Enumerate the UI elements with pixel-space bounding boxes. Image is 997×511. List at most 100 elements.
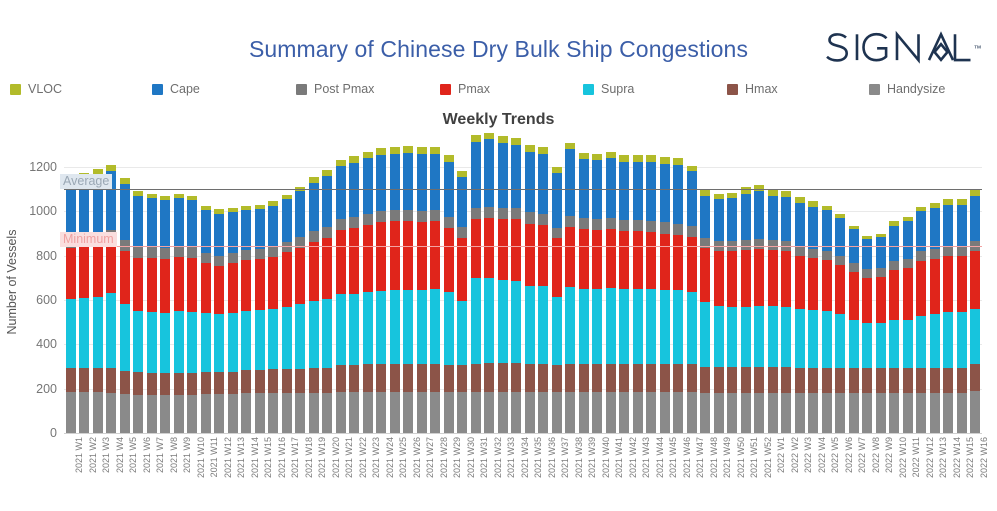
bar-stack[interactable] (862, 235, 873, 433)
bar-stack[interactable] (538, 147, 549, 433)
bar-stack[interactable] (970, 189, 981, 433)
bar-stack[interactable] (943, 199, 954, 433)
bar-stack[interactable] (416, 147, 427, 433)
bar-segment-cape (416, 153, 427, 212)
bar-stack[interactable] (767, 190, 778, 433)
bar-stack[interactable] (241, 205, 252, 433)
bar-stack[interactable] (929, 202, 940, 433)
bar-stack[interactable] (160, 195, 171, 433)
bar-stack[interactable] (268, 201, 279, 433)
bar-segment-handysize (578, 392, 589, 433)
bar-segment-supra (605, 287, 616, 365)
bar-stack[interactable] (146, 193, 157, 433)
bar-stack[interactable] (497, 136, 508, 433)
bar-stack[interactable] (335, 160, 346, 433)
bar-stack[interactable] (902, 216, 913, 433)
bar-stack[interactable] (794, 196, 805, 433)
bar-segment-handysize (457, 392, 468, 433)
bar-stack[interactable] (713, 193, 724, 433)
bar-segment-hmax (889, 367, 900, 394)
bar-stack[interactable] (92, 169, 103, 433)
bar-stack[interactable] (457, 171, 468, 433)
bar-segment-handysize (754, 393, 765, 433)
bar-stack[interactable] (214, 209, 225, 433)
legend-item-vloc[interactable]: VLOC (10, 82, 62, 96)
bar-stack[interactable] (484, 132, 495, 433)
bar-stack[interactable] (551, 167, 562, 433)
bar-stack[interactable] (443, 154, 454, 433)
bar-segment-supra (254, 310, 265, 370)
bar-segment-pmax (835, 264, 846, 315)
bar-segment-hmax (362, 364, 373, 392)
bar-stack[interactable] (875, 233, 886, 433)
x-axis-tick-label: 2022 W15 (965, 437, 976, 479)
gridline (64, 255, 982, 257)
bar-stack[interactable] (200, 205, 211, 433)
bar-stack[interactable] (808, 201, 819, 433)
bar-stack[interactable] (632, 154, 643, 433)
bar-stack[interactable] (578, 152, 589, 433)
legend-item-hmax[interactable]: Hmax (727, 82, 778, 96)
bar-stack[interactable] (308, 177, 319, 433)
bar-stack[interactable] (686, 165, 697, 433)
bar-stack[interactable] (754, 184, 765, 433)
legend-swatch-post-pmax (296, 83, 307, 95)
bar-stack[interactable] (592, 153, 603, 433)
bar-stack[interactable] (916, 206, 927, 433)
bar-stack[interactable] (646, 154, 657, 433)
legend-item-pmax[interactable]: Pmax (440, 82, 490, 96)
legend-item-cape[interactable]: Cape (152, 82, 200, 96)
bar-stack[interactable] (362, 151, 373, 433)
bar-stack[interactable] (889, 221, 900, 433)
x-axis-tick-label: 2022 W14 (951, 437, 962, 479)
bar-segment-supra (700, 302, 711, 367)
bar-stack[interactable] (65, 175, 76, 433)
bar-stack[interactable] (700, 190, 711, 433)
bar-stack[interactable] (565, 142, 576, 433)
legend-item-post-pmax[interactable]: Post Pmax (296, 82, 374, 96)
bar-stack[interactable] (106, 164, 117, 433)
bar-segment-pmax (605, 229, 616, 288)
bar-stack[interactable] (389, 147, 400, 433)
bar-stack[interactable] (659, 157, 670, 433)
bar-stack[interactable] (403, 146, 414, 433)
bar-segment-supra (862, 323, 873, 368)
bar-stack[interactable] (430, 147, 441, 433)
legend-item-supra[interactable]: Supra (583, 82, 634, 96)
bar-stack[interactable] (254, 204, 265, 433)
x-axis-tick-label: 2022 W12 (924, 437, 935, 479)
x-axis-tick-label: 2021 W21 (344, 437, 355, 479)
bar-segment-post-pmax (403, 210, 414, 222)
bar-stack[interactable] (173, 193, 184, 433)
bar-stack[interactable] (740, 187, 751, 433)
bar-stack[interactable] (281, 194, 292, 433)
bar-segment-hmax (794, 367, 805, 394)
bar-stack[interactable] (605, 151, 616, 433)
bar-stack[interactable] (727, 192, 738, 433)
bar-stack[interactable] (227, 208, 238, 433)
bar-stack[interactable] (781, 191, 792, 433)
bar-stack[interactable] (187, 195, 198, 433)
bar-segment-hmax (632, 364, 643, 392)
bar-stack[interactable] (322, 170, 333, 433)
bar-stack[interactable] (133, 191, 144, 433)
bar-segment-vloc (916, 206, 927, 212)
bar-stack[interactable] (821, 205, 832, 433)
legend-item-handysize[interactable]: Handysize (869, 82, 945, 96)
bar-stack[interactable] (956, 199, 967, 433)
bar-segment-vloc (632, 154, 643, 162)
bar-stack[interactable] (376, 148, 387, 433)
bar-stack[interactable] (295, 187, 306, 433)
bar-stack[interactable] (673, 158, 684, 433)
bar-stack[interactable] (511, 138, 522, 433)
bar-segment-pmax (295, 247, 306, 305)
bar-stack[interactable] (79, 172, 90, 433)
bar-stack[interactable] (524, 144, 535, 433)
bar-stack[interactable] (619, 154, 630, 433)
bar-stack[interactable] (848, 225, 859, 433)
bar-stack[interactable] (470, 134, 481, 433)
bar-stack[interactable] (835, 213, 846, 433)
bar-stack[interactable] (119, 178, 130, 433)
bar-stack[interactable] (349, 155, 360, 433)
